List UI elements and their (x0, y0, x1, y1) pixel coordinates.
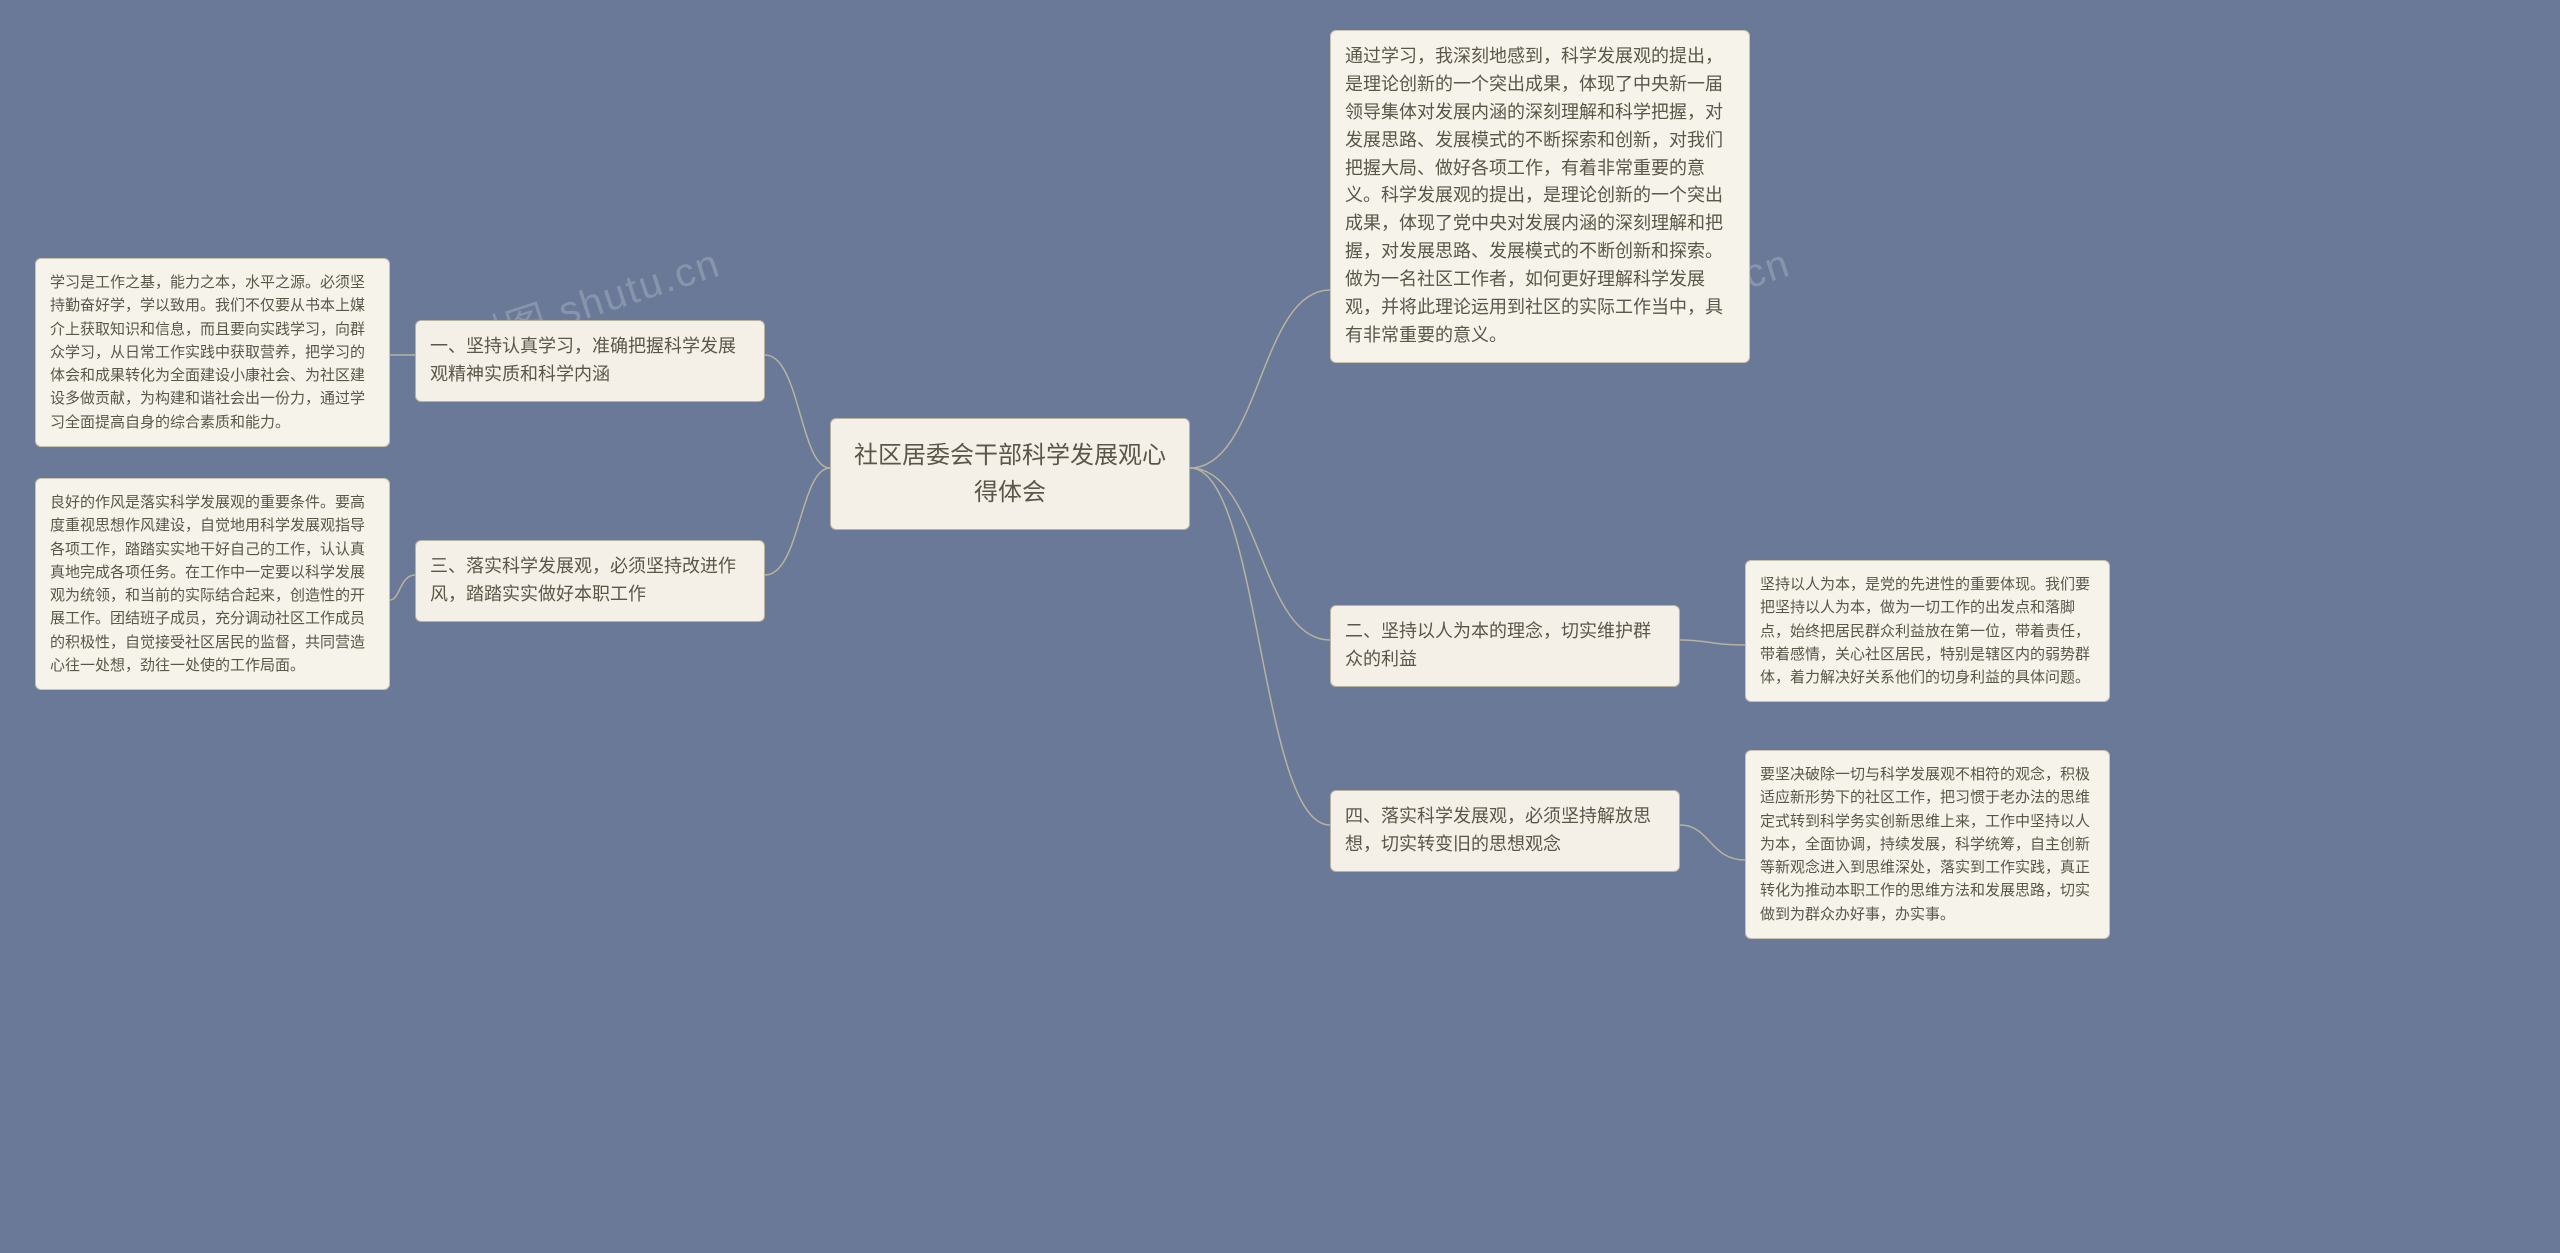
branch-2-detail[interactable]: 坚持以人为本，是党的先进性的重要体现。我们要把坚持以人为本，做为一切工作的出发点… (1745, 560, 2110, 702)
branch-3-detail-text: 良好的作风是落实科学发展观的重要条件。要高度重视思想作风建设，自觉地用科学发展观… (50, 494, 365, 674)
branch-2-detail-text: 坚持以人为本，是党的先进性的重要体现。我们要把坚持以人为本，做为一切工作的出发点… (1760, 576, 2090, 686)
intro-node[interactable]: 通过学习，我深刻地感到，科学发展观的提出，是理论创新的一个突出成果，体现了中央新… (1330, 30, 1750, 363)
branch-2-label: 二、坚持以人为本的理念，切实维护群众的利益 (1345, 621, 1651, 669)
branch-1-detail-text: 学习是工作之基，能力之本，水平之源。必须坚持勤奋好学，学以致用。我们不仅要从书本… (50, 274, 365, 431)
branch-3-detail[interactable]: 良好的作风是落实科学发展观的重要条件。要高度重视思想作风建设，自觉地用科学发展观… (35, 478, 390, 690)
conn-b4-leaf (1680, 825, 1745, 860)
conn-b3-leaf (390, 575, 415, 600)
branch-1-label: 一、坚持认真学习，准确把握科学发展观精神实质和科学内涵 (430, 336, 736, 384)
branch-2[interactable]: 二、坚持以人为本的理念，切实维护群众的利益 (1330, 605, 1680, 687)
root-title: 社区居委会干部科学发展观心得体会 (854, 442, 1166, 506)
conn-root-b4 (1190, 468, 1330, 825)
intro-text: 通过学习，我深刻地感到，科学发展观的提出，是理论创新的一个突出成果，体现了中央新… (1345, 46, 1723, 345)
branch-4-detail[interactable]: 要坚决破除一切与科学发展观不相符的观念，积极适应新形势下的社区工作，把习惯于老办… (1745, 750, 2110, 939)
conn-root-intro (1190, 290, 1330, 468)
root-node[interactable]: 社区居委会干部科学发展观心得体会 (830, 418, 1190, 530)
branch-4[interactable]: 四、落实科学发展观，必须坚持解放思想，切实转变旧的思想观念 (1330, 790, 1680, 872)
branch-1-detail[interactable]: 学习是工作之基，能力之本，水平之源。必须坚持勤奋好学，学以致用。我们不仅要从书本… (35, 258, 390, 447)
branch-4-detail-text: 要坚决破除一切与科学发展观不相符的观念，积极适应新形势下的社区工作，把习惯于老办… (1760, 766, 2090, 923)
branch-3[interactable]: 三、落实科学发展观，必须坚持改进作风，踏踏实实做好本职工作 (415, 540, 765, 622)
conn-root-b3 (765, 468, 830, 575)
conn-root-b2 (1190, 468, 1330, 640)
branch-1[interactable]: 一、坚持认真学习，准确把握科学发展观精神实质和科学内涵 (415, 320, 765, 402)
branch-4-label: 四、落实科学发展观，必须坚持解放思想，切实转变旧的思想观念 (1345, 806, 1651, 854)
branch-3-label: 三、落实科学发展观，必须坚持改进作风，踏踏实实做好本职工作 (430, 556, 736, 604)
conn-root-b1 (765, 355, 830, 468)
conn-b2-leaf (1680, 640, 1745, 645)
